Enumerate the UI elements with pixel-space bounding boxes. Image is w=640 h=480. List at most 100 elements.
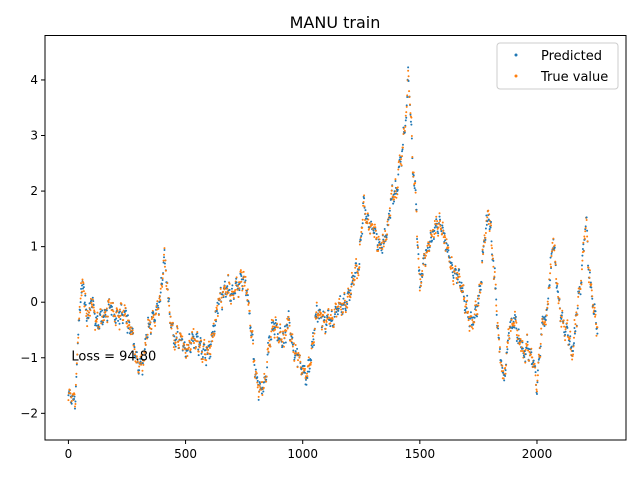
point-true-value	[416, 235, 419, 238]
point-predicted	[492, 259, 495, 262]
point-true-value	[549, 263, 552, 266]
point-true-value	[471, 318, 474, 321]
point-true-value	[350, 271, 353, 274]
point-predicted	[537, 358, 540, 361]
point-predicted	[238, 289, 241, 292]
point-true-value	[185, 356, 188, 359]
point-true-value	[473, 321, 476, 324]
point-predicted	[593, 303, 596, 306]
point-true-value	[196, 340, 199, 343]
point-predicted	[331, 319, 334, 322]
point-true-value	[524, 348, 527, 351]
point-true-value	[333, 308, 336, 311]
point-predicted	[414, 180, 417, 183]
point-predicted	[303, 365, 306, 367]
point-true-value	[271, 325, 274, 328]
point-true-value	[397, 168, 400, 171]
point-predicted	[224, 295, 227, 298]
point-true-value	[591, 295, 594, 298]
point-true-value	[265, 375, 268, 378]
point-true-value	[127, 319, 130, 322]
point-predicted	[215, 320, 218, 323]
point-true-value	[332, 326, 335, 329]
point-true-value	[558, 297, 561, 300]
point-predicted	[477, 302, 480, 305]
point-predicted	[84, 303, 87, 306]
point-true-value	[91, 298, 94, 301]
point-predicted	[456, 278, 459, 281]
point-true-value	[585, 219, 588, 222]
point-true-value	[421, 269, 424, 272]
point-true-value	[368, 221, 371, 224]
point-true-value	[481, 261, 484, 264]
point-true-value	[269, 336, 272, 339]
point-predicted	[490, 221, 493, 224]
point-true-value	[502, 370, 505, 373]
point-true-value	[464, 305, 467, 308]
point-true-value	[206, 351, 209, 354]
point-true-value	[306, 375, 309, 378]
point-predicted	[581, 248, 584, 251]
point-true-value	[439, 224, 442, 227]
point-true-value	[374, 229, 377, 232]
point-true-value	[152, 314, 155, 317]
point-true-value	[136, 360, 139, 363]
point-true-value	[307, 356, 310, 359]
point-true-value	[398, 154, 401, 157]
point-true-value	[519, 338, 522, 341]
point-true-value	[468, 329, 471, 332]
point-predicted	[291, 336, 294, 339]
point-true-value	[484, 236, 487, 239]
point-predicted	[396, 188, 399, 191]
point-true-value	[495, 304, 498, 307]
point-true-value	[595, 334, 598, 337]
point-true-value	[527, 349, 530, 352]
point-true-value	[396, 193, 399, 196]
point-true-value	[498, 338, 501, 341]
point-predicted	[244, 279, 247, 282]
point-true-value	[417, 257, 420, 260]
x-tick-label: 1500	[405, 447, 436, 461]
point-predicted	[67, 394, 70, 397]
point-true-value	[427, 243, 430, 246]
point-predicted	[390, 198, 393, 201]
point-predicted	[228, 288, 231, 291]
point-true-value	[114, 324, 117, 327]
point-true-value	[286, 327, 289, 330]
point-predicted	[486, 220, 489, 223]
point-predicted	[173, 335, 176, 338]
point-true-value	[495, 310, 498, 313]
point-predicted	[270, 338, 273, 341]
point-true-value	[183, 343, 186, 346]
point-true-value	[526, 333, 529, 336]
point-predicted	[549, 279, 552, 282]
point-true-value	[371, 223, 374, 226]
point-true-value	[540, 327, 543, 330]
point-true-value	[344, 311, 347, 314]
point-true-value	[380, 241, 383, 244]
point-predicted	[417, 253, 420, 256]
point-predicted	[208, 357, 211, 360]
point-true-value	[579, 288, 582, 291]
point-true-value	[550, 265, 553, 268]
point-true-value	[563, 325, 566, 328]
point-predicted	[230, 299, 233, 302]
point-predicted	[553, 246, 556, 249]
point-true-value	[293, 359, 296, 362]
point-true-value	[82, 281, 85, 284]
point-true-value	[497, 324, 500, 327]
point-predicted	[312, 344, 315, 347]
point-predicted	[312, 338, 315, 341]
point-true-value	[124, 313, 127, 316]
point-true-value	[329, 314, 332, 317]
point-predicted	[168, 297, 171, 300]
point-true-value	[315, 301, 318, 304]
point-true-value	[118, 308, 121, 311]
point-predicted	[152, 311, 155, 314]
point-true-value	[98, 326, 101, 329]
point-true-value	[594, 313, 597, 316]
point-true-value	[468, 324, 471, 327]
point-predicted	[306, 370, 309, 373]
point-predicted	[105, 309, 108, 312]
point-true-value	[169, 315, 172, 318]
